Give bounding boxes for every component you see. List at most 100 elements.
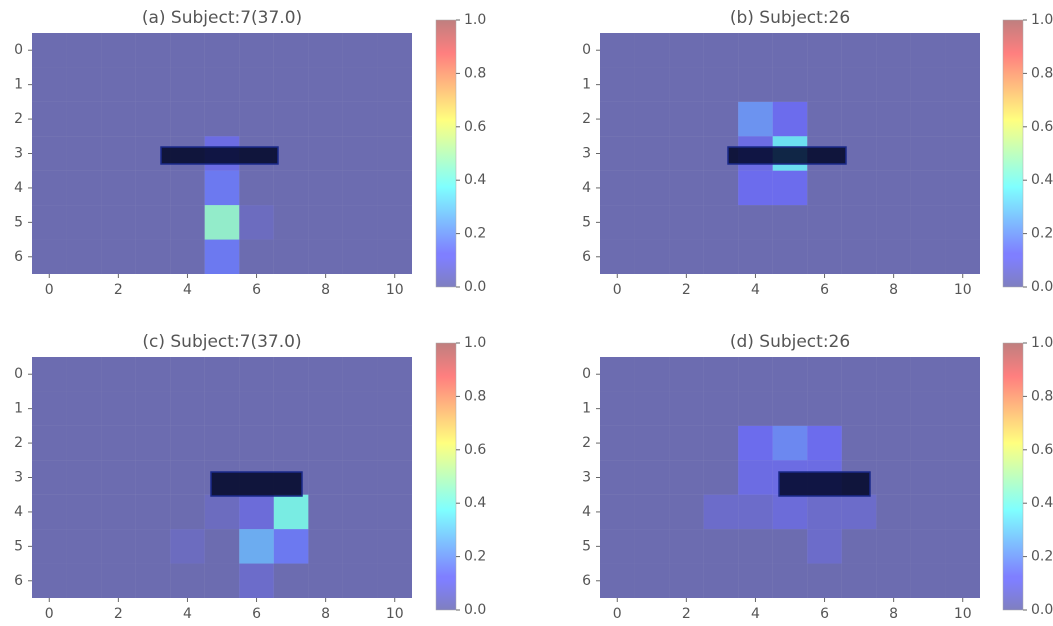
- heat-cell: [669, 33, 704, 68]
- heat-cell: [876, 136, 911, 171]
- heat-cell: [600, 357, 635, 392]
- heat-cell: [101, 33, 136, 68]
- heat-cell: [807, 494, 842, 530]
- heat-cell: [841, 357, 877, 392]
- heat-cell: [945, 136, 980, 171]
- heat-cell: [170, 357, 205, 392]
- x-tick-label: 6: [820, 282, 829, 298]
- heat-cell: [101, 357, 136, 392]
- heat-cell: [135, 205, 171, 240]
- heat-cell: [342, 357, 378, 392]
- x-tick-label: 0: [613, 606, 622, 622]
- heat-cell: [66, 494, 102, 530]
- heat-cell: [239, 67, 274, 102]
- heat-cell: [204, 205, 240, 240]
- heat-cell: [910, 425, 946, 461]
- title: (d) Subject:26: [730, 332, 850, 352]
- heat-cell: [308, 239, 343, 274]
- x-tick-label: 10: [954, 606, 972, 622]
- heat-cell: [669, 357, 704, 392]
- heat-cell: [66, 563, 102, 598]
- heat-cell: [738, 357, 773, 392]
- heat-cell: [600, 391, 635, 426]
- heat-cell: [841, 67, 877, 102]
- eye-mask: [160, 146, 279, 165]
- heat-cell: [772, 529, 808, 564]
- heat-cell: [342, 101, 378, 137]
- heat-cell: [32, 529, 67, 564]
- heat-cell: [101, 239, 136, 274]
- colorbar-tick-label: 1.0: [464, 335, 486, 351]
- eye-mask: [210, 471, 303, 497]
- heat-cell: [32, 33, 67, 68]
- heat-cell: [910, 33, 946, 68]
- heat-cell: [772, 425, 808, 461]
- heat-cell: [308, 170, 343, 206]
- heat-cell: [772, 391, 808, 426]
- heat-cell: [66, 239, 102, 274]
- heat-cell: [66, 33, 102, 68]
- heat-cell: [876, 494, 911, 530]
- heat-cell: [308, 391, 343, 426]
- x-tick-label: 8: [889, 606, 898, 622]
- heat-cell: [738, 101, 773, 137]
- colorbar-tick-label: 0.8: [464, 65, 486, 81]
- heat-cell: [669, 563, 704, 598]
- heat-cell: [66, 460, 102, 495]
- heat-cell: [841, 529, 877, 564]
- heat-cell: [204, 529, 240, 564]
- heat-cell: [170, 67, 205, 102]
- heat-cell: [239, 239, 274, 274]
- heat-cell: [703, 563, 739, 598]
- y-tick-label: 0: [582, 42, 591, 58]
- heat-cell: [273, 101, 309, 137]
- heat-cell: [204, 563, 240, 598]
- heat-cell: [876, 67, 911, 102]
- heat-cell: [945, 563, 980, 598]
- heat-cell: [876, 460, 911, 495]
- heat-cell: [738, 563, 773, 598]
- heat-cell: [377, 425, 412, 461]
- heat-cell: [876, 205, 911, 240]
- x-tick-label: 2: [682, 282, 691, 298]
- heat-cell: [170, 529, 205, 564]
- heat-cell: [377, 460, 412, 495]
- heat-cell: [703, 460, 739, 495]
- y-tick-label: 0: [14, 42, 23, 58]
- heat-cell: [669, 136, 704, 171]
- heat-cell: [807, 239, 842, 274]
- colorbar-tick-label: 0.4: [464, 172, 486, 188]
- colorbar: [1002, 342, 1024, 611]
- heat-cell: [841, 239, 877, 274]
- heat-cell: [841, 101, 877, 137]
- y-tick-label: 1: [14, 401, 23, 417]
- heat-cell: [239, 357, 274, 392]
- heat-cell: [876, 101, 911, 137]
- heat-cell: [738, 205, 773, 240]
- y-tick-label: 4: [14, 504, 23, 520]
- heat-cell: [135, 460, 171, 495]
- heat-cell: [66, 425, 102, 461]
- heat-cell: [772, 170, 808, 206]
- heat-cell: [634, 205, 670, 240]
- heat-cell: [342, 67, 378, 102]
- heat-cell: [703, 67, 739, 102]
- heat-cell: [910, 357, 946, 392]
- colorbar-tick-label: 0.6: [1031, 119, 1053, 135]
- heat-cell: [772, 205, 808, 240]
- x-tick-label: 4: [751, 282, 760, 298]
- heat-cell: [239, 563, 274, 598]
- heat-cell: [342, 563, 378, 598]
- heat-cell: [204, 170, 240, 206]
- heat-cell: [669, 529, 704, 564]
- heat-cell: [66, 205, 102, 240]
- heat-cell: [204, 494, 240, 530]
- heat-cell: [377, 101, 412, 137]
- heat-cell: [772, 67, 808, 102]
- heat-cell: [876, 33, 911, 68]
- heat-cell: [634, 357, 670, 392]
- heat-cell: [273, 529, 309, 564]
- colorbar-tick-label: 0.0: [464, 602, 486, 618]
- heat-cell: [170, 563, 205, 598]
- y-tick-label: 5: [14, 538, 23, 554]
